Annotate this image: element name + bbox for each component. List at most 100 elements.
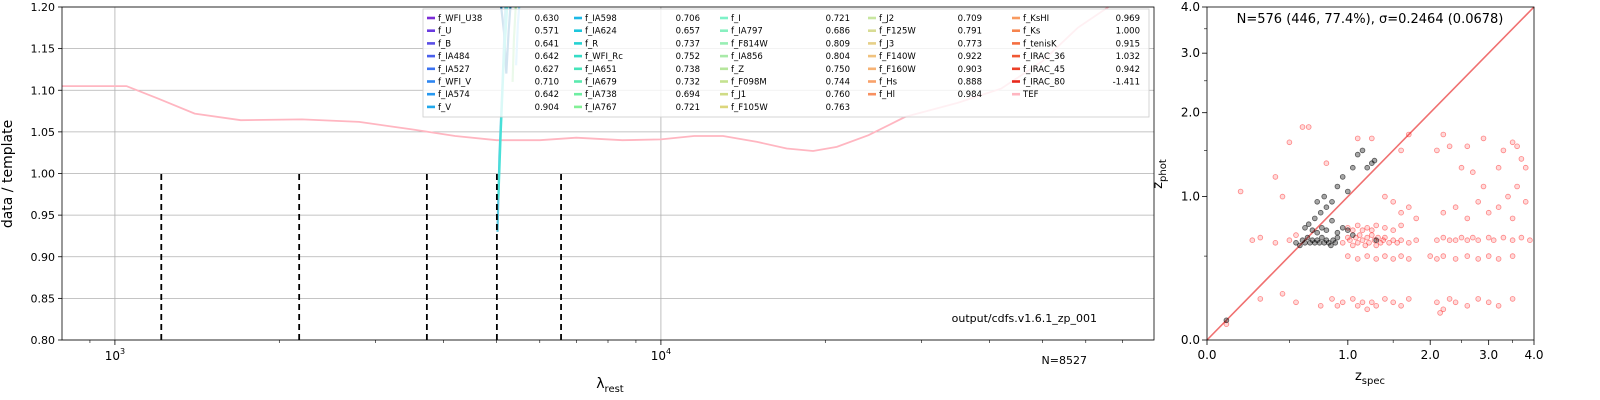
- legend-value: 1.000: [1116, 27, 1140, 37]
- legend-value: 0.915: [1116, 39, 1140, 49]
- scatter-point-outlier: [1464, 253, 1471, 259]
- scatter-point-outlier: [1509, 253, 1516, 259]
- legend-value: 0.571: [535, 27, 559, 37]
- scatter-point-outlier: [1458, 234, 1465, 241]
- scatter-point-outlier: [1522, 199, 1529, 205]
- legend-value: 0.721: [676, 103, 700, 113]
- y-tick-label: 0.80: [31, 334, 56, 347]
- legend-value: 0.750: [826, 65, 850, 75]
- scatter-point-outlier: [1514, 183, 1520, 190]
- scatter-point-outlier: [1500, 147, 1507, 154]
- legend-label: f_I: [731, 14, 741, 24]
- legend-label: f_Z: [731, 65, 744, 75]
- scatter-point-outlier: [1377, 240, 1384, 246]
- legend-label: f_Hl: [879, 90, 895, 100]
- legend-value: 0.657: [676, 27, 700, 37]
- scatter-point-outlier: [1369, 135, 1375, 142]
- scatter-point-outlier: [1272, 174, 1279, 180]
- legend-value: 0.738: [676, 65, 700, 75]
- scatter-point-outlier: [1394, 240, 1400, 246]
- xlabel-sub: spec: [1362, 376, 1385, 387]
- scatter-point-outlier: [1366, 240, 1372, 246]
- xlabel-sub: rest: [605, 384, 624, 395]
- scatter-point-outlier: [1509, 139, 1516, 146]
- legend-label: TEF: [1022, 90, 1039, 100]
- scatter-point-outlier: [1257, 296, 1264, 302]
- legend-value: 0.922: [958, 52, 982, 62]
- x-tick-label: 1.0: [1338, 348, 1357, 362]
- scatter-point-outlier: [1329, 296, 1335, 302]
- scatter-point-outlier: [1390, 199, 1396, 205]
- y-tick-label: 4.0: [1181, 0, 1200, 14]
- scatter-point-outlier: [1359, 227, 1366, 234]
- scatter-point-outlier: [1279, 193, 1286, 200]
- scatter-point-outlier: [1356, 232, 1363, 238]
- legend-value: 0.721: [826, 14, 850, 24]
- legend-label: f_WFI_U38: [438, 14, 482, 24]
- legend-label: f_KsHI: [1023, 14, 1049, 24]
- scatter-point-outlier: [1293, 232, 1299, 238]
- scatter-point-outlier: [1223, 321, 1230, 327]
- x-tick-label: 4.0: [1524, 348, 1543, 362]
- scatter-point-good: [1339, 174, 1346, 180]
- scatter-point-outlier: [1495, 164, 1502, 171]
- scatter-point-outlier: [1509, 296, 1516, 302]
- scatter-point-outlier: [1364, 225, 1370, 231]
- legend-label: f_V: [438, 103, 451, 113]
- right-xlabel: zspec: [1355, 369, 1385, 387]
- scatter-point-outlier: [1390, 237, 1396, 244]
- scatter-point-outlier: [1382, 296, 1388, 302]
- legend-label: f_IRAC_36: [1023, 52, 1065, 62]
- scatter-point-outlier: [1354, 135, 1361, 142]
- sed-residual-chart: 0.80 0.85 0.90 0.95 1.00 1.05 1.10 1.15 1.20 103 1…: [0, 1, 1155, 395]
- legend-label: f_IA574: [438, 90, 470, 100]
- legend-value: 0.627: [535, 65, 559, 75]
- scatter-point-outlier: [1398, 237, 1404, 244]
- scatter-point-good: [1314, 199, 1320, 205]
- scatter-point-outlier: [1380, 237, 1386, 244]
- legend-value: 0.641: [535, 39, 559, 49]
- scatter-point-outlier: [1434, 147, 1440, 154]
- scatter-point-outlier: [1362, 242, 1369, 249]
- scatter-point-outlier: [1413, 237, 1419, 244]
- scatter-point-outlier: [1382, 253, 1388, 259]
- legend-label: f_U: [438, 27, 451, 37]
- scatter-point-outlier: [1406, 240, 1412, 246]
- legend-value: 0.630: [535, 14, 559, 24]
- scatter-point-outlier: [1279, 290, 1286, 297]
- y-tick-label: 0.90: [31, 251, 56, 264]
- scatter-point-outlier: [1398, 147, 1404, 154]
- legend-label: f_F105W: [731, 103, 768, 113]
- scatter-point-good: [1304, 234, 1311, 241]
- legend-label: f_B: [438, 39, 451, 49]
- x-tick-label: 3.0: [1479, 348, 1498, 362]
- legend-label: f_IRAC_45: [1023, 65, 1065, 75]
- scatter-point-outlier: [1446, 237, 1453, 244]
- y-tick-label: 0.85: [31, 292, 56, 305]
- scatter-point-outlier: [1364, 306, 1370, 313]
- legend-value: 0.732: [676, 78, 700, 88]
- right-title: N=576 (446, 77.4%), σ=0.2464 (0.0678): [1237, 12, 1504, 27]
- xlabel-main: z: [1355, 369, 1362, 384]
- legend-label: f_Ks: [1023, 27, 1041, 37]
- scatter-point-outlier: [1354, 256, 1361, 262]
- scatter-point-outlier: [1495, 204, 1502, 211]
- scatter-point-outlier: [1249, 237, 1256, 244]
- scatter-point-good: [1323, 227, 1330, 234]
- legend-label: f_WFI_Rc: [585, 52, 623, 62]
- x-tick-label: 104: [651, 347, 671, 363]
- scatter-point-good: [1323, 204, 1330, 211]
- scatter-point-outlier: [1509, 237, 1516, 244]
- scatter-point-outlier: [1500, 234, 1507, 241]
- scatter-point-outlier: [1354, 302, 1361, 309]
- scatter-point-outlier: [1427, 253, 1433, 259]
- scatter-point-outlier: [1458, 164, 1465, 171]
- scatter-point-outlier: [1440, 234, 1447, 241]
- scatter-point-outlier: [1347, 237, 1353, 244]
- legend-value: 0.791: [958, 27, 982, 37]
- scatter-point-outlier: [1382, 225, 1388, 231]
- scatter-point-outlier: [1495, 256, 1502, 262]
- scatter-point-good: [1354, 151, 1361, 158]
- scatter-point-outlier: [1373, 222, 1379, 229]
- scatter-point-good: [1314, 229, 1320, 236]
